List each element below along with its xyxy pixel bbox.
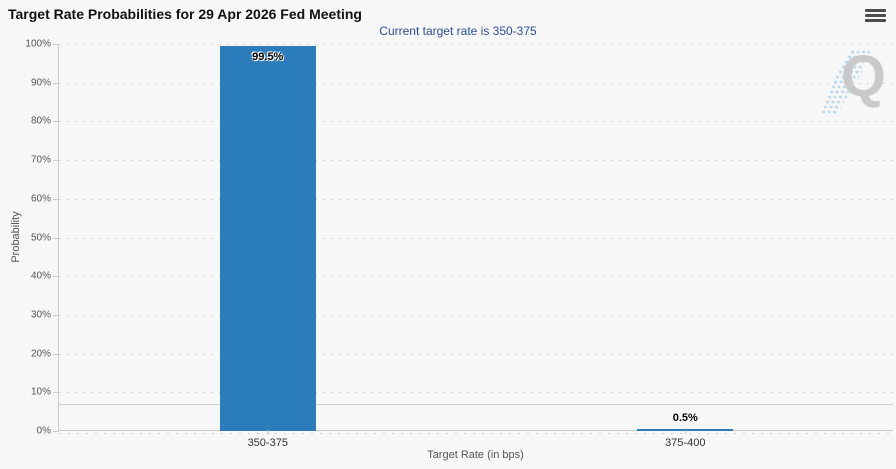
y-grid-line: [59, 160, 893, 162]
bar-data-label: 0.5%: [672, 412, 698, 424]
y-axis-tick: [53, 82, 59, 84]
y-grid-line: [59, 237, 893, 239]
y-tick-label: 20%: [30, 348, 51, 360]
y-tick-label: 50%: [30, 232, 51, 243]
y-grid-line: [59, 276, 893, 278]
y-axis-tick: [53, 237, 59, 239]
y-axis-tick: [53, 314, 59, 316]
y-axis-tick: [53, 392, 59, 394]
y-axis-tick: [53, 276, 59, 278]
hamburger-menu-icon[interactable]: [865, 5, 889, 25]
y-axis-title: Probability: [10, 211, 22, 263]
y-tick-label: 30%: [30, 309, 51, 321]
y-tick-label: 40%: [30, 270, 51, 282]
x-tick-label: 350-375: [247, 437, 288, 449]
y-tick-label: 100%: [25, 38, 51, 50]
y-grid-line: [59, 392, 893, 394]
y-axis-tick: [53, 121, 59, 123]
y-tick-label: 10%: [30, 386, 51, 398]
y-grid-line: [59, 82, 893, 84]
y-tick-label: 0%: [36, 425, 51, 437]
chart-subtitle: Current target rate is 350-375: [379, 24, 537, 38]
y-axis-tick: [53, 160, 59, 162]
y-axis-tick: [53, 198, 59, 200]
y-axis-tick: [53, 431, 59, 432]
y-tick-label: 70%: [30, 154, 51, 166]
y-tick-label: 60%: [30, 193, 51, 205]
x-axis-tick: [685, 430, 687, 434]
y-grid-line: [59, 314, 893, 316]
reference-line: [59, 403, 893, 405]
y-grid-line: [59, 198, 893, 200]
x-axis-title: Target Rate (in bps): [427, 449, 524, 461]
x-tick-label: 375-400: [665, 437, 706, 449]
y-grid-line: [59, 353, 893, 355]
y-grid-line: [59, 121, 893, 123]
bar-350-375[interactable]: [219, 45, 316, 431]
y-tick-label: 80%: [30, 115, 51, 127]
chart-title: Target Rate Probabilities for 29 Apr 202…: [8, 6, 362, 22]
bar-data-label: 99.5%: [252, 50, 284, 63]
x-axis-minor-dots: [59, 433, 893, 434]
plot-area: 0% 10% 20% 30% 40% 50% 60% 70% 80% 90% 100% 99.5% 35…: [25, 39, 893, 449]
y-grid-line: [59, 44, 893, 45]
y-axis-tick: [53, 44, 59, 45]
x-axis-tick: [267, 430, 269, 434]
y-tick-label: 90%: [30, 77, 51, 89]
y-axis-tick: [53, 353, 59, 355]
